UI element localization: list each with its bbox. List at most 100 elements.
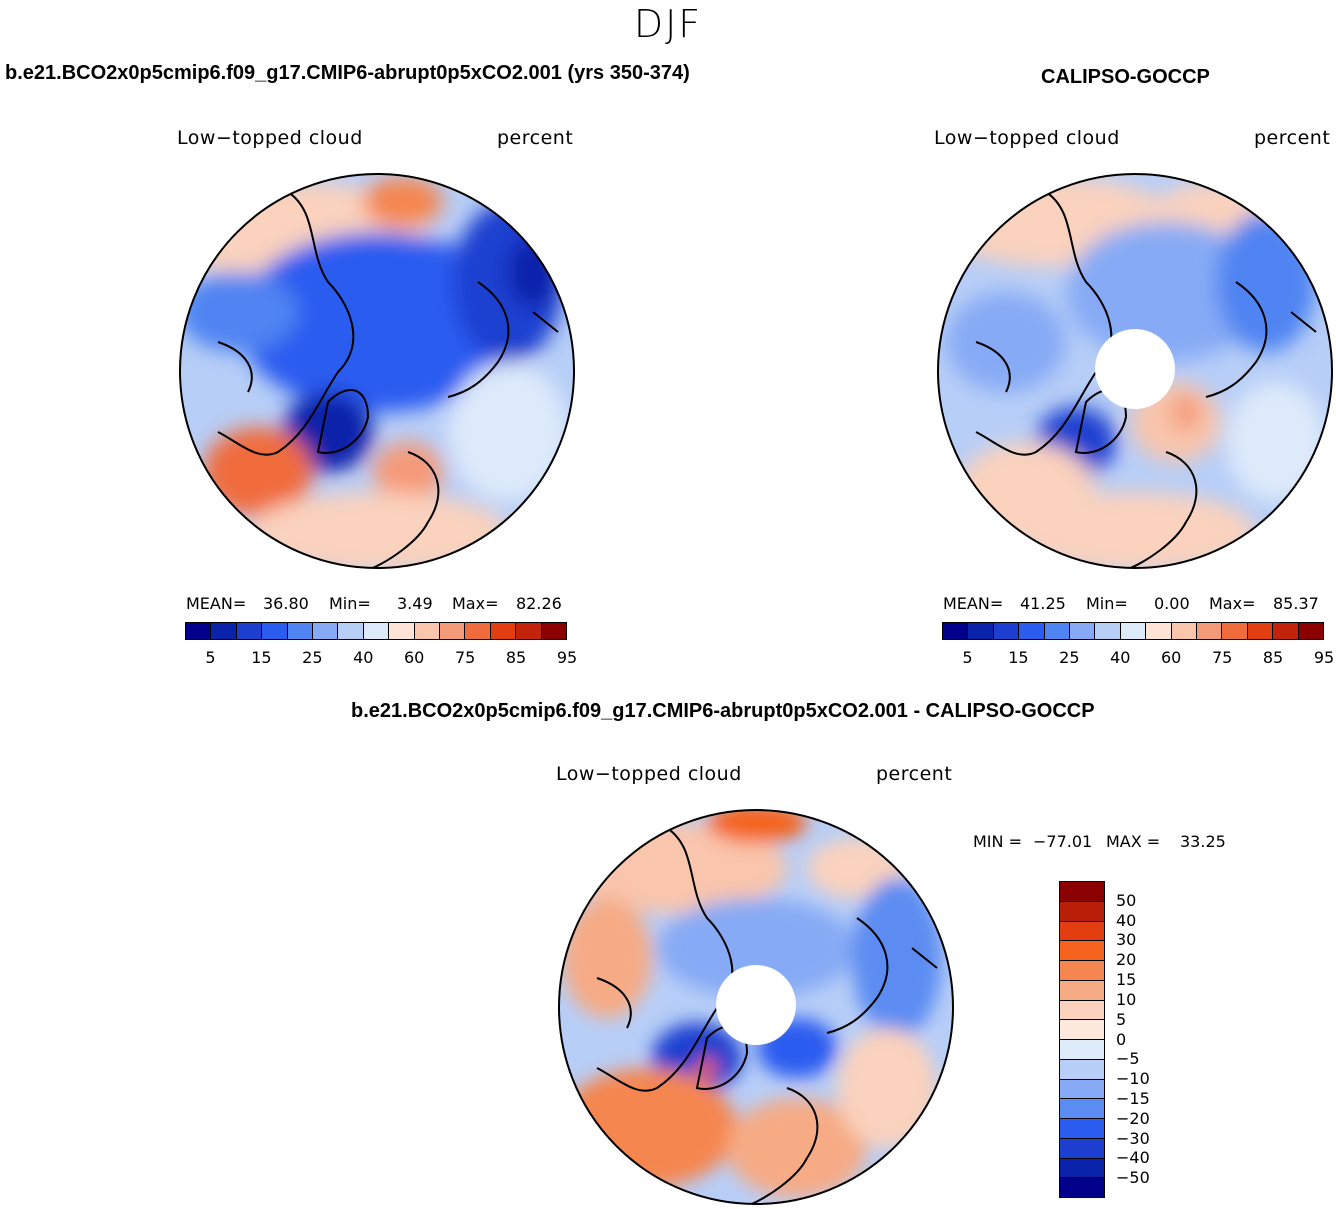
colorbar-swatch [236,623,263,639]
colorbar-swatch [1298,623,1324,639]
model-min-label: Min= [329,594,371,613]
colorbar-swatch [541,623,567,639]
obs-polar-map [937,173,1333,569]
colorbar-swatch [1060,1178,1104,1197]
obs-units-label: percent [1254,127,1331,149]
obs-min-label: Min= [1086,594,1128,613]
colorbar-tick-label: 25 [1059,648,1080,667]
obs-map-border [937,173,1333,569]
diff-field-patch [852,878,942,1038]
diff-max-label: MAX = [1106,832,1161,851]
model-field-patch [203,427,313,517]
colorbar-swatch [465,623,491,639]
diff-field-patch [837,1028,937,1148]
colorbar-tick-label: 60 [404,648,425,667]
obs-field-patch [946,292,1066,392]
colorbar-tick-label: 5 [205,648,216,667]
obs-field-patch [1171,394,1201,430]
obs-variable-label: Low−topped cloud [934,127,1120,149]
obs-mean-label: MEAN= [943,594,1004,613]
colorbar-swatch [1060,941,1104,961]
colorbar-tick-label: 95 [556,648,578,667]
colorbar-tick-label: 15 [1008,648,1029,667]
model-panel-title: b.e21.BCO2x0p5cmip6.f09_g17.CMIP6-abrupt… [5,62,690,84]
colorbar-swatch [363,623,390,639]
colorbar-tick-label: 60 [1161,648,1182,667]
colorbar-tick-label: 5 [1116,1009,1127,1029]
colorbar-swatch [287,623,314,639]
model-variable-label: Low−topped cloud [177,127,363,149]
colorbar-tick-label: 40 [353,648,374,667]
colorbar-tick-label: 40 [1110,648,1131,667]
colorbar-tick-label: 0 [1116,1029,1127,1049]
colorbar-swatch [338,623,364,639]
diff-units-label: percent [876,763,953,785]
model-field-patch [508,237,558,307]
model-max-label: Max= [452,594,499,613]
colorbar-tick-label: −40 [1116,1148,1150,1168]
model-min-value: 3.49 [397,594,433,613]
colorbar-tick-label: 15 [1116,970,1137,990]
colorbar-swatch [1060,1040,1104,1060]
colorbar-swatch [1247,623,1274,639]
colorbar-tick-label: 95 [1313,648,1335,667]
model-map-border [179,173,575,569]
diff-min-value: −77.01 [1033,832,1093,851]
diff-polar-data-gap [716,965,796,1045]
obs-polar-data-gap [1095,329,1175,409]
model-field-patch [448,362,568,502]
model-max-value: 82.26 [516,594,562,613]
model-mean-value: 36.80 [263,594,309,613]
diff-map-border [558,809,954,1205]
obs-max-label: Max= [1209,594,1256,613]
colorbar-tick-label: 5 [962,648,973,667]
colorbar-swatch [490,623,517,639]
diff-field-patch [657,898,857,998]
colorbar-swatch [1060,980,1104,1001]
diff-panel-title: b.e21.BCO2x0p5cmip6.f09_g17.CMIP6-abrupt… [351,700,1095,722]
colorbar-swatch [414,623,441,639]
colorbar-tick-label: 10 [1116,989,1137,1009]
model-field-patch [363,177,443,227]
diff-min-label: MIN = [973,832,1022,851]
colorbar-swatch [1060,901,1104,922]
colorbar-swatch [968,623,994,639]
colorbar-tick-label: 85 [1262,648,1284,667]
model-field-patch [180,272,298,352]
colorbar-swatch [1060,1000,1104,1021]
colorbar-tick-label: −10 [1116,1069,1150,1089]
diff-field-patch [707,810,807,843]
colorbar-swatch [516,623,542,639]
colorbar-swatch [1060,1079,1104,1100]
colorbar-swatch [389,623,415,639]
model-polar-map [179,173,575,569]
colorbar-tick-label: 20 [1116,950,1137,970]
colorbar-tick-label: 85 [505,648,527,667]
obs-mean-value: 41.25 [1020,594,1066,613]
model-field-patch [238,232,518,412]
colorbar-swatch [313,623,339,639]
diff-colorbar [1059,881,1105,1198]
colorbar-swatch [1070,623,1096,639]
obs-max-value: 85.37 [1273,594,1319,613]
colorbar-tick-label: −30 [1116,1128,1150,1148]
model-units-label: percent [497,127,574,149]
model-coastlines [217,191,559,568]
colorbar-swatch [943,623,969,639]
colorbar-swatch [1197,623,1223,639]
colorbar-swatch [993,623,1020,639]
diff-field-patch [727,1098,867,1198]
diff-polar-map [558,809,954,1205]
colorbar-swatch [1060,1020,1104,1040]
colorbar-tick-label: 25 [302,648,323,667]
model-mean-label: MEAN= [186,594,247,613]
colorbar-tick-label: 40 [1116,910,1137,930]
colorbar-swatch [1273,623,1299,639]
colorbar-tick-label: 75 [454,648,476,667]
colorbar-swatch [1222,623,1248,639]
colorbar-swatch [440,623,466,639]
colorbar-swatch [1146,623,1172,639]
colorbar-tick-label: −5 [1116,1049,1140,1069]
colorbar-tick-label: −20 [1116,1108,1150,1128]
colorbar-swatch [1060,1099,1104,1119]
